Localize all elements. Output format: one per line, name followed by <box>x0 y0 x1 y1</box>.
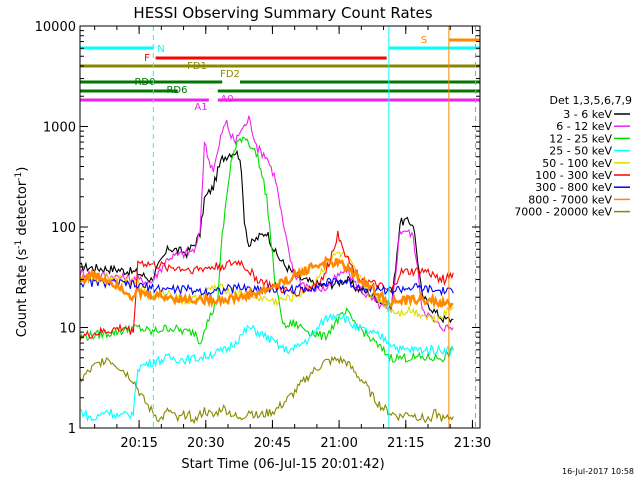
legend-label-7: 800 - 7000 keV <box>528 193 612 206</box>
legend-label-4: 50 - 100 keV <box>542 157 612 170</box>
series-line-4 <box>79 250 454 324</box>
flag-bars: N S F FD1 FD2 RD0 RD6 A0 A1 <box>80 35 480 113</box>
y-tick-label: 1000 <box>43 121 76 136</box>
x-tick-label: 21:15 <box>387 436 424 451</box>
x-tick-label: 21:00 <box>320 436 357 451</box>
x-tick-label: 20:15 <box>120 436 157 451</box>
x-tick-label: 20:45 <box>254 436 291 451</box>
flag-label-fd1: FD1 <box>187 61 207 72</box>
legend-label-0: 3 - 6 keV <box>563 108 612 121</box>
series-line-5 <box>79 230 454 342</box>
legend-label-8: 7000 - 20000 keV <box>514 206 612 219</box>
x-tick-label: 20:30 <box>187 436 224 451</box>
flag-label-f: F <box>144 53 150 64</box>
flag-label-rd6: RD6 <box>166 85 187 96</box>
legend-label-5: 100 - 300 keV <box>535 169 612 182</box>
y-tick-label: 10000 <box>35 20 76 35</box>
flag-label-s: S <box>421 35 427 46</box>
chart-title: HESSI Observing Summary Count Rates <box>133 4 432 22</box>
legend-title: Det 1,3,5,6,7,9 <box>549 94 632 107</box>
y-tick-label: 10 <box>59 322 76 337</box>
flag-label-a0: A0 <box>220 94 233 105</box>
flag-label-a1: A1 <box>194 102 207 113</box>
series-line-7 <box>79 255 454 310</box>
legend-label-3: 25 - 50 keV <box>549 145 612 158</box>
x-axis-label: Start Time (06-Jul-15 20:01:42) <box>181 457 384 472</box>
y-tick-label: 1 <box>68 422 76 437</box>
series-line-6 <box>79 277 454 298</box>
legend-label-1: 6 - 12 keV <box>556 120 612 133</box>
axes: 1 10 100 1000 10000 20:15 20:30 20:45 21:00 21:15… <box>35 20 492 451</box>
y-axis-label: Count Rate (s-1 detector-1) <box>14 167 30 338</box>
y-tick-label: 100 <box>51 221 76 236</box>
flag-label-rd0: RD0 <box>134 77 155 88</box>
flag-label-n: N <box>157 44 164 55</box>
flag-label-fd2: FD2 <box>220 69 240 80</box>
x-tick-label: 21:30 <box>454 436 491 451</box>
legend-label-2: 12 - 25 keV <box>549 132 612 145</box>
legend-label-6: 300 - 800 keV <box>535 181 612 194</box>
series-line-3 <box>79 312 454 423</box>
series-line-2 <box>79 136 454 363</box>
series-layer <box>79 26 477 428</box>
series-line-8 <box>79 355 454 425</box>
date-stamp: 16-Jul-2017 10:58 <box>562 467 634 476</box>
